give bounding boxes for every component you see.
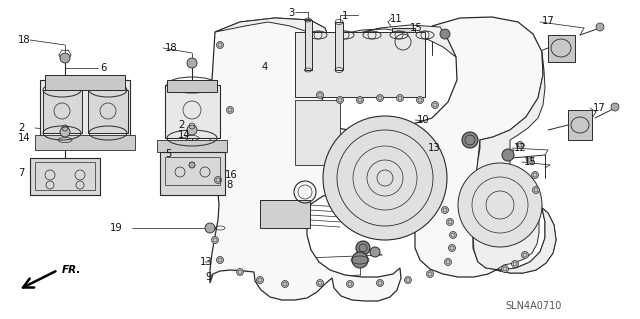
- Circle shape: [376, 279, 383, 286]
- Text: 13: 13: [428, 143, 440, 153]
- Polygon shape: [43, 90, 82, 133]
- Text: 2: 2: [178, 120, 184, 130]
- Text: 17: 17: [542, 16, 555, 26]
- Circle shape: [352, 252, 368, 268]
- Text: 14: 14: [18, 133, 31, 143]
- Circle shape: [60, 127, 70, 137]
- Text: SLN4A0710: SLN4A0710: [506, 301, 562, 311]
- Text: 2: 2: [18, 123, 24, 133]
- Text: 4: 4: [262, 62, 268, 72]
- Bar: [165, 157, 220, 185]
- Circle shape: [522, 251, 529, 258]
- Bar: [45, 75, 125, 90]
- Circle shape: [404, 277, 412, 284]
- Circle shape: [60, 53, 70, 63]
- Polygon shape: [30, 158, 100, 195]
- Polygon shape: [548, 35, 575, 62]
- Circle shape: [462, 132, 478, 148]
- Text: 9: 9: [205, 272, 211, 282]
- Circle shape: [417, 97, 424, 103]
- Circle shape: [511, 261, 518, 268]
- Circle shape: [449, 232, 456, 239]
- Circle shape: [237, 269, 243, 276]
- Text: 16: 16: [225, 170, 237, 180]
- Circle shape: [596, 23, 604, 31]
- Text: 11: 11: [390, 14, 403, 24]
- Circle shape: [187, 58, 197, 68]
- Text: 7: 7: [18, 168, 24, 178]
- Circle shape: [317, 279, 323, 286]
- Polygon shape: [472, 52, 556, 273]
- Circle shape: [356, 241, 370, 255]
- Polygon shape: [40, 80, 130, 140]
- Circle shape: [440, 29, 450, 39]
- Circle shape: [532, 187, 540, 194]
- Circle shape: [282, 280, 289, 287]
- Circle shape: [426, 271, 433, 278]
- Circle shape: [458, 163, 542, 247]
- Circle shape: [216, 41, 223, 48]
- Circle shape: [356, 97, 364, 103]
- Bar: [167, 80, 217, 92]
- Circle shape: [397, 94, 403, 101]
- Text: 6: 6: [100, 63, 106, 73]
- Bar: [305, 20, 312, 70]
- Polygon shape: [35, 135, 135, 150]
- Polygon shape: [160, 152, 225, 195]
- Circle shape: [323, 116, 447, 240]
- Text: 15: 15: [410, 23, 423, 33]
- Polygon shape: [88, 90, 128, 133]
- Circle shape: [257, 277, 264, 284]
- Circle shape: [205, 223, 215, 233]
- Bar: [295, 32, 425, 97]
- Polygon shape: [165, 85, 220, 138]
- Circle shape: [337, 97, 344, 103]
- Text: 18: 18: [165, 43, 178, 53]
- Circle shape: [516, 142, 524, 149]
- Bar: [35, 162, 95, 190]
- Polygon shape: [215, 18, 456, 57]
- Circle shape: [216, 256, 223, 263]
- Circle shape: [447, 219, 454, 226]
- Circle shape: [527, 157, 534, 164]
- Text: 14: 14: [178, 130, 191, 140]
- Text: 5: 5: [165, 149, 172, 159]
- Polygon shape: [210, 17, 556, 301]
- Circle shape: [531, 172, 538, 179]
- Polygon shape: [295, 100, 340, 165]
- Circle shape: [445, 258, 451, 265]
- Text: 8: 8: [226, 180, 232, 190]
- Circle shape: [376, 94, 383, 101]
- Polygon shape: [157, 140, 227, 152]
- Circle shape: [431, 101, 438, 108]
- Text: 17: 17: [593, 103, 605, 113]
- Circle shape: [449, 244, 456, 251]
- Circle shape: [187, 125, 197, 135]
- Circle shape: [214, 176, 221, 183]
- Bar: [335, 22, 343, 70]
- Text: 18: 18: [18, 35, 31, 45]
- Text: 10: 10: [417, 115, 429, 125]
- Circle shape: [502, 265, 509, 272]
- Circle shape: [611, 103, 619, 111]
- Circle shape: [346, 280, 353, 287]
- Circle shape: [227, 107, 234, 114]
- Polygon shape: [568, 110, 592, 140]
- Circle shape: [442, 206, 449, 213]
- Text: 15: 15: [524, 157, 537, 167]
- Polygon shape: [392, 28, 415, 60]
- Circle shape: [211, 236, 218, 243]
- Text: 12: 12: [514, 143, 527, 153]
- Circle shape: [189, 162, 195, 168]
- Circle shape: [502, 149, 514, 161]
- Text: 3: 3: [288, 8, 294, 18]
- Circle shape: [370, 247, 380, 257]
- Text: 1: 1: [342, 11, 348, 21]
- Polygon shape: [260, 200, 310, 228]
- Circle shape: [317, 92, 323, 99]
- Text: 19: 19: [110, 223, 123, 233]
- Text: 13: 13: [200, 257, 212, 267]
- Text: FR.: FR.: [62, 265, 81, 275]
